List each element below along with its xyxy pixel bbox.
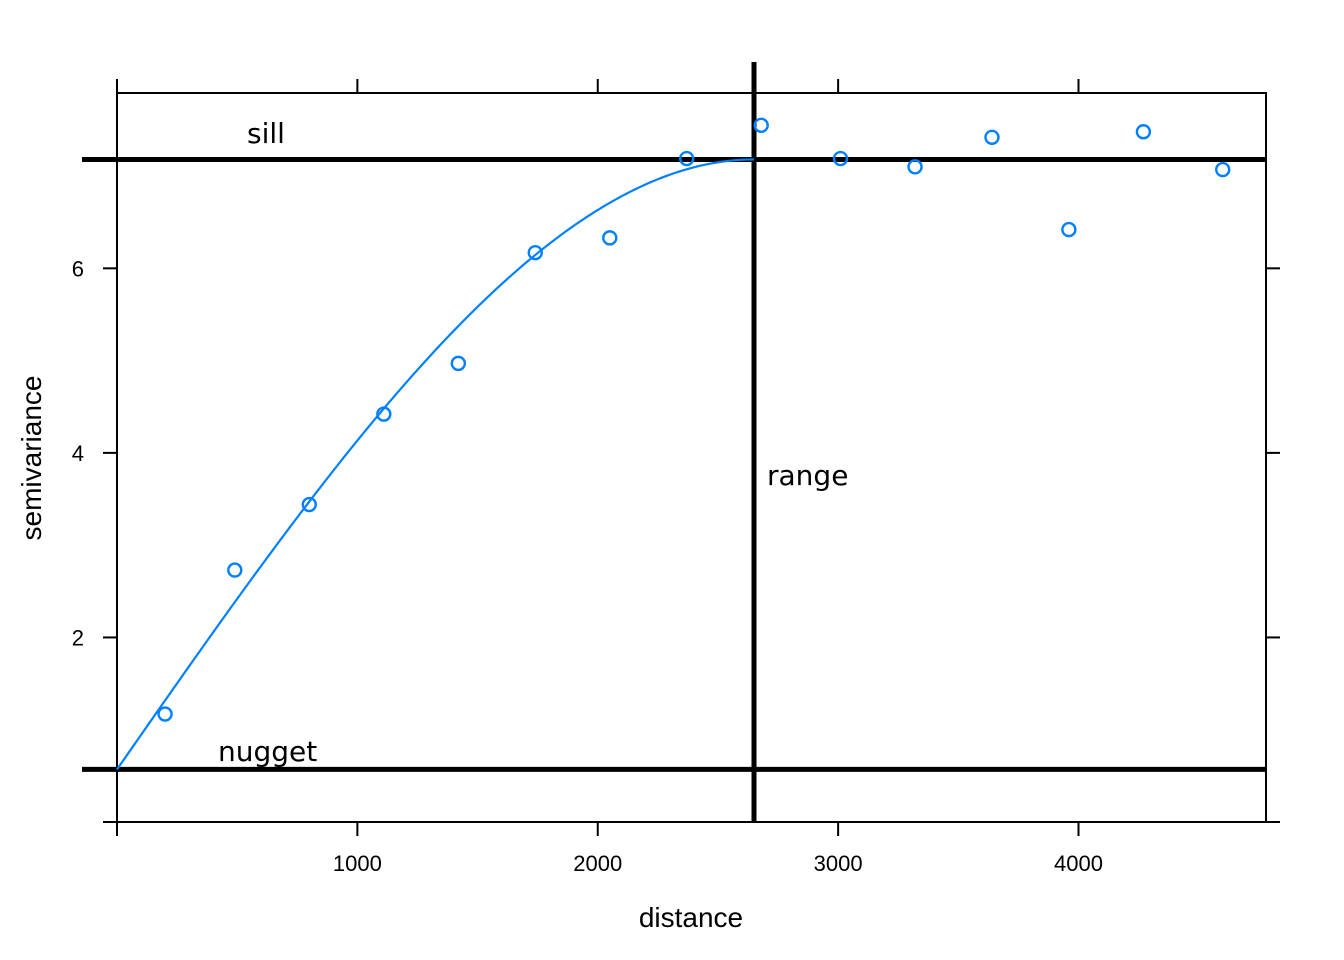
data-point [1215, 161, 1231, 178]
axis-tick-labels: 1000 2000 3000 4000 2 4 6 [72, 256, 1103, 876]
x-tick-label: 2000 [573, 851, 622, 876]
data-point [984, 129, 1000, 145]
data-point [1061, 221, 1077, 238]
data-point [1135, 124, 1152, 140]
data-point [602, 230, 618, 246]
data-point [527, 244, 543, 261]
x-axis-title: distance [639, 902, 743, 933]
data-point [301, 496, 318, 513]
model-curve [116, 158, 755, 771]
axis-ticks [103, 79, 1280, 836]
data-point [376, 406, 392, 422]
y-tick-label: 4 [72, 441, 84, 466]
data-point [907, 159, 923, 175]
y-tick-label: 2 [72, 625, 84, 650]
data-point [450, 355, 467, 372]
sill-annotation: sill [247, 117, 285, 150]
data-point [678, 150, 695, 167]
data-point [157, 706, 173, 722]
data-point [753, 117, 769, 133]
data-point [832, 150, 849, 167]
data-point [227, 562, 243, 578]
range-annotation: range [767, 459, 848, 492]
y-axis-title: semivariance [16, 376, 47, 541]
reference-lines [82, 62, 1266, 822]
y-tick-label: 6 [72, 256, 84, 281]
plot-frame [116, 92, 1267, 823]
data-points [157, 117, 1231, 722]
x-tick-label: 4000 [1054, 851, 1103, 876]
x-tick-label: 1000 [333, 851, 382, 876]
nugget-annotation: nugget [218, 735, 317, 768]
x-tick-label: 3000 [814, 851, 863, 876]
